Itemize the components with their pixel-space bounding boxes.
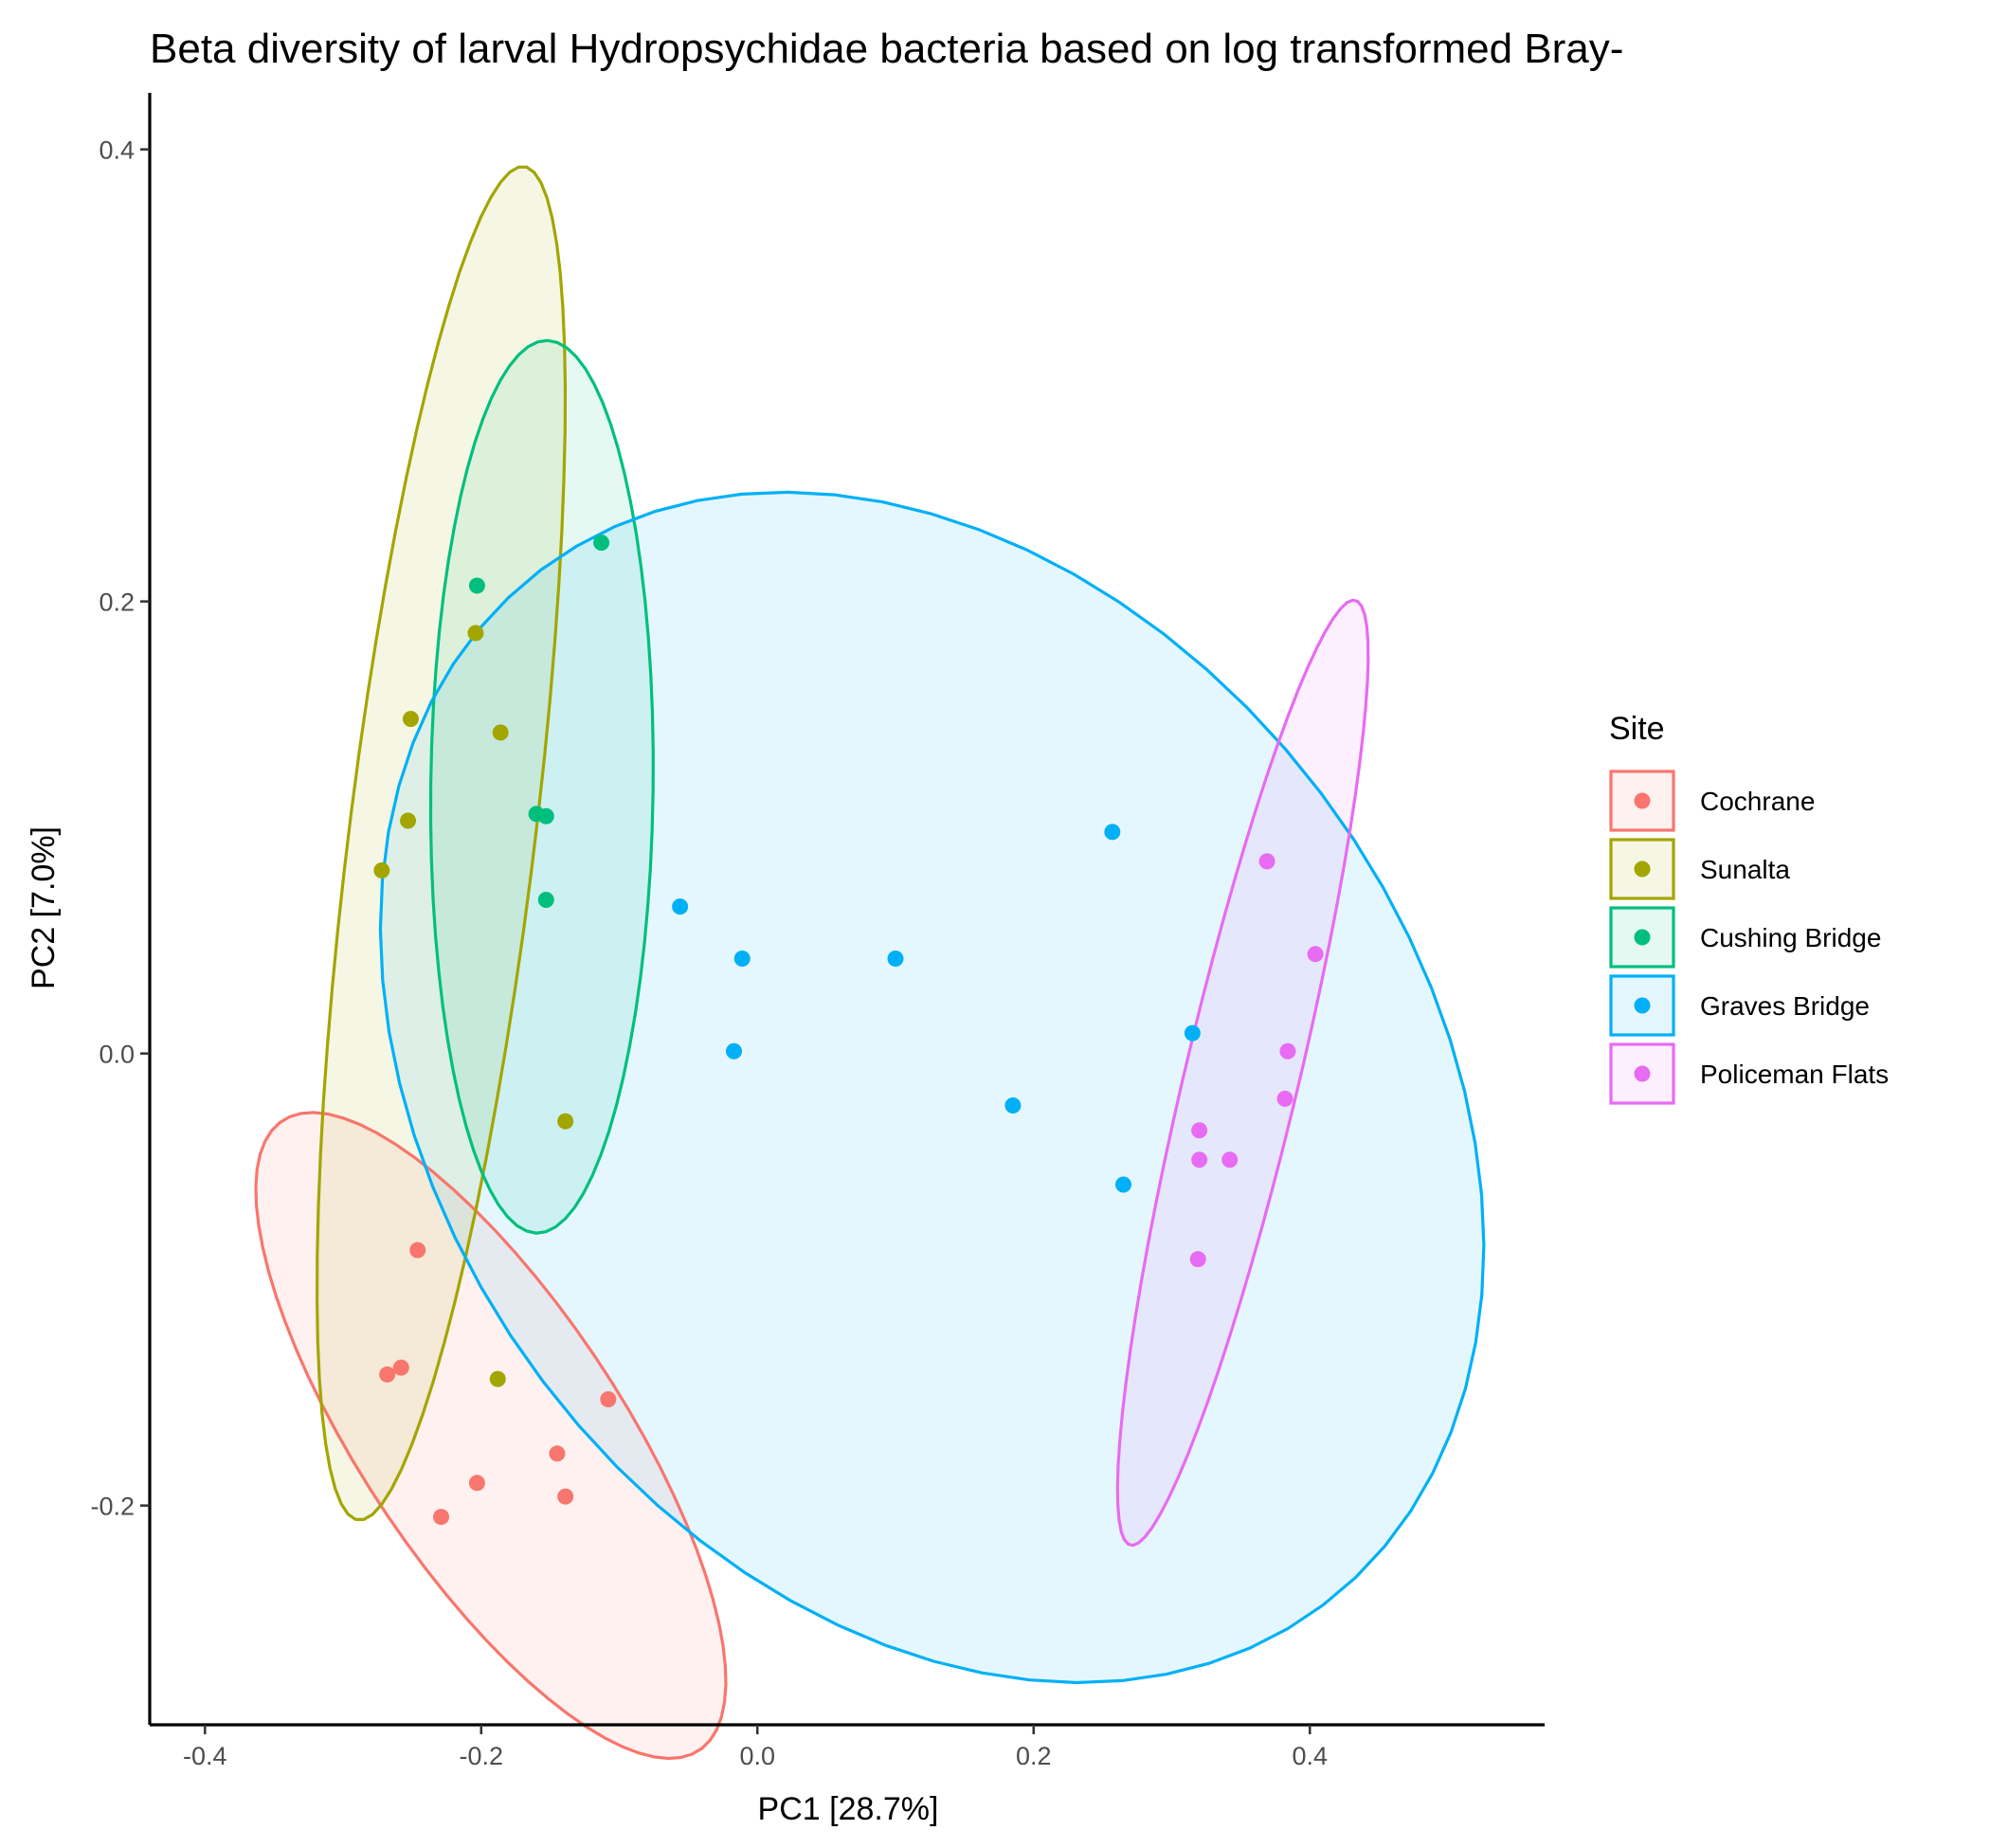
legend-key-cushing-bridge: [1609, 906, 1675, 969]
legend-item-sunalta: Sunalta: [1609, 838, 1790, 900]
point-cochrane: [557, 1488, 574, 1505]
point-cochrane: [392, 1359, 409, 1376]
legend-marker-policeman-flats: [1634, 1065, 1651, 1082]
points-layer: [373, 534, 1324, 1526]
legend-label-cochrane: Cochrane: [1700, 787, 1815, 816]
y-tick-label: 0.0: [99, 1041, 135, 1069]
point-policeman-flats: [1191, 1122, 1208, 1139]
x-ticks: -0.4 -0.2 0.0 0.2 0.4: [183, 1725, 1328, 1770]
point-cochrane: [468, 1475, 485, 1492]
point-policeman-flats: [1279, 1042, 1296, 1060]
point-policeman-flats: [1189, 1251, 1206, 1268]
ellipse-outline-policeman-flats: [1115, 598, 1370, 1548]
point-cushing-bridge: [593, 534, 610, 552]
point-graves-bridge: [733, 950, 751, 967]
point-graves-bridge: [1104, 824, 1121, 841]
point-cushing-bridge: [537, 807, 554, 824]
point-sunalta: [400, 812, 417, 829]
legend-item-cushing-bridge: Cushing Bridge: [1609, 906, 1881, 969]
legend-marker-graves-bridge: [1634, 997, 1651, 1014]
point-policeman-flats: [1221, 1151, 1239, 1169]
axes-layer: [148, 93, 1545, 1727]
legend-item-graves-bridge: Graves Bridge: [1609, 974, 1870, 1037]
point-sunalta: [467, 625, 484, 642]
point-graves-bridge: [672, 898, 689, 915]
point-graves-bridge: [887, 950, 904, 967]
point-policeman-flats: [1191, 1151, 1208, 1169]
legend: Site Cochrane Sunalta Cushing Bridge Graves…: [1609, 711, 1889, 1105]
point-graves-bridge: [1114, 1176, 1131, 1193]
y-axis-title: PC2 [7.0%]: [26, 826, 62, 989]
point-cushing-bridge: [537, 891, 554, 908]
x-tick-label: 0.2: [1016, 1742, 1052, 1770]
legend-title: Site: [1609, 711, 1665, 747]
legend-marker-cochrane: [1634, 792, 1651, 809]
x-axis-title: PC1 [28.7%]: [758, 1791, 939, 1827]
point-graves-bridge: [1184, 1024, 1201, 1042]
point-cushing-bridge: [468, 577, 485, 594]
point-cochrane: [549, 1445, 566, 1462]
ellipse-outline-graves-bridge: [378, 490, 1486, 1685]
ellipses-layer: [254, 165, 1486, 1761]
x-tick-label: 0.0: [739, 1742, 775, 1770]
ellipse-fill-policeman-flats: [1117, 600, 1368, 1546]
x-tick-label: -0.2: [460, 1742, 504, 1770]
point-sunalta: [489, 1370, 506, 1387]
y-tick-label: 0.2: [99, 589, 135, 617]
point-policeman-flats: [1307, 946, 1324, 963]
x-tick-label: -0.4: [183, 1742, 227, 1770]
ellipse-fill-cochrane: [256, 1112, 726, 1759]
legend-item-cochrane: Cochrane: [1609, 770, 1815, 832]
ellipse-outline-cushing-bridge: [428, 338, 655, 1235]
point-graves-bridge: [725, 1042, 742, 1060]
ellipse-outline-cochrane: [254, 1111, 728, 1761]
ellipse-outline-sunalta: [315, 165, 568, 1522]
ellipse-fill-graves-bridge: [380, 492, 1484, 1683]
point-sunalta: [373, 861, 390, 879]
ellipse-fill-sunalta: [317, 167, 566, 1520]
legend-marker-sunalta: [1634, 861, 1651, 878]
legend-label-sunalta: Sunalta: [1700, 855, 1790, 884]
point-policeman-flats: [1276, 1090, 1294, 1107]
y-tick-label: 0.4: [99, 136, 135, 165]
y-tick-label: -0.2: [90, 1493, 135, 1521]
legend-items: Cochrane Sunalta Cushing Bridge Graves Brid…: [1609, 770, 1889, 1105]
chart-title: Beta diversity of larval Hydropsychidae …: [150, 26, 1623, 72]
legend-item-policeman-flats: Policeman Flats: [1609, 1042, 1889, 1105]
point-policeman-flats: [1258, 853, 1275, 870]
x-tick-label: 0.4: [1292, 1742, 1328, 1770]
y-ticks: -0.2 0.0 0.2 0.4: [90, 136, 150, 1521]
point-cochrane: [409, 1241, 426, 1259]
point-cochrane: [433, 1509, 450, 1526]
point-graves-bridge: [1004, 1096, 1022, 1114]
point-cochrane: [600, 1391, 617, 1408]
point-cochrane: [379, 1366, 396, 1383]
point-sunalta: [557, 1113, 574, 1130]
legend-marker-cushing-bridge: [1634, 929, 1651, 946]
legend-label-graves-bridge: Graves Bridge: [1700, 991, 1870, 1021]
legend-label-cushing-bridge: Cushing Bridge: [1700, 923, 1881, 952]
point-sunalta: [492, 724, 509, 741]
legend-label-policeman-flats: Policeman Flats: [1700, 1060, 1889, 1089]
point-sunalta: [402, 711, 419, 728]
